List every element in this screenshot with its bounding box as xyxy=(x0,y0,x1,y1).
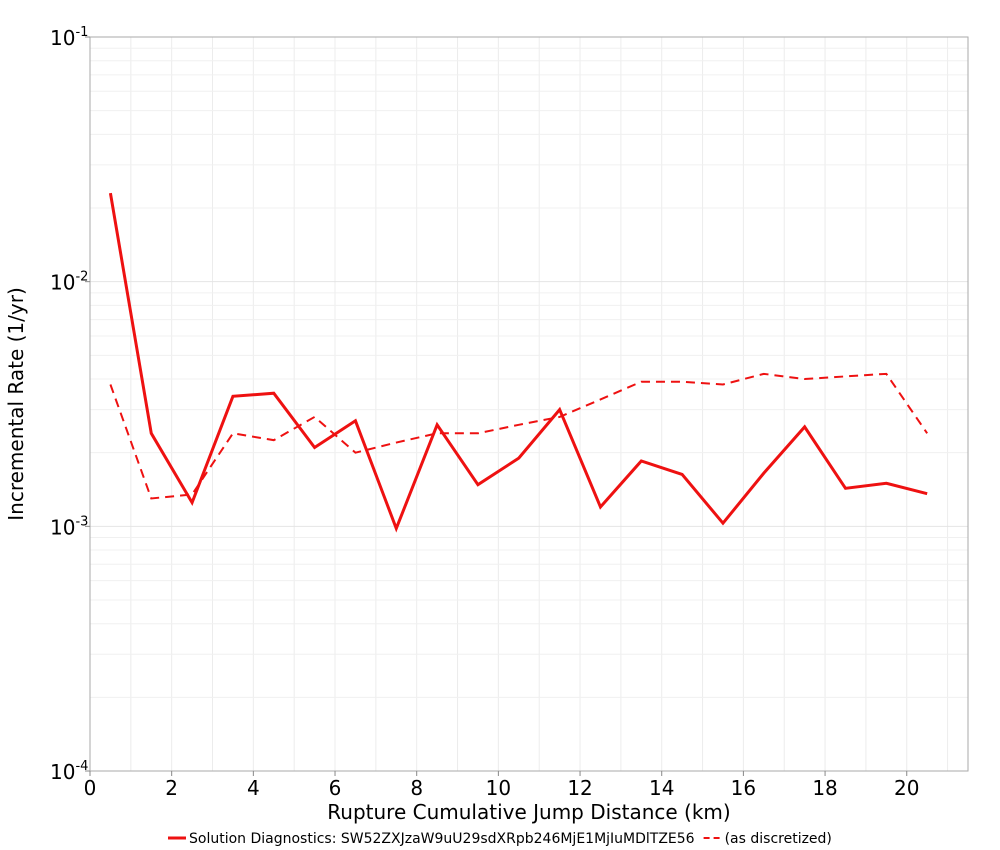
y-tick-label: 10-4 xyxy=(50,759,88,784)
x-tick-label: 4 xyxy=(247,776,260,800)
plot-frame xyxy=(89,36,969,772)
x-tick-label: 2 xyxy=(165,776,178,800)
x-tick-label: 20 xyxy=(894,776,919,800)
y-tick-label: 10-3 xyxy=(50,514,88,539)
series-lines xyxy=(108,192,928,533)
y-axis-ticks: 10-1 10-2 10-3 10-4 xyxy=(50,25,90,784)
x-tick-label: 6 xyxy=(329,776,342,800)
x-axis-label: Rupture Cumulative Jump Distance (km) xyxy=(327,800,730,824)
x-tick-label: 0 xyxy=(84,776,97,800)
x-tick-label: 18 xyxy=(812,776,837,800)
x-tick-label: 16 xyxy=(731,776,756,800)
x-tick-label: 10 xyxy=(486,776,511,800)
y-tick-label: 10-2 xyxy=(50,270,88,295)
x-tick-label: 12 xyxy=(567,776,592,800)
x-axis-ticks: 0 2 4 6 8 10 12 14 16 18 20 xyxy=(84,771,919,800)
discretized-series-line xyxy=(109,372,928,500)
legend-label-discretized: (as discretized) xyxy=(725,831,832,847)
legend-label-solution: Solution Diagnostics: SW52ZXJzaW9uU29sdX… xyxy=(189,831,695,847)
x-tick-label: 14 xyxy=(649,776,674,800)
y-tick-label: 10-1 xyxy=(50,25,88,50)
y-axis-label: Incremental Rate (1/yr) xyxy=(4,287,28,520)
plot-background xyxy=(90,37,968,771)
x-tick-label: 8 xyxy=(410,776,423,800)
legend: Solution Diagnostics: SW52ZXJzaW9uU29sdX… xyxy=(168,831,832,847)
solution-series-line xyxy=(108,192,928,533)
